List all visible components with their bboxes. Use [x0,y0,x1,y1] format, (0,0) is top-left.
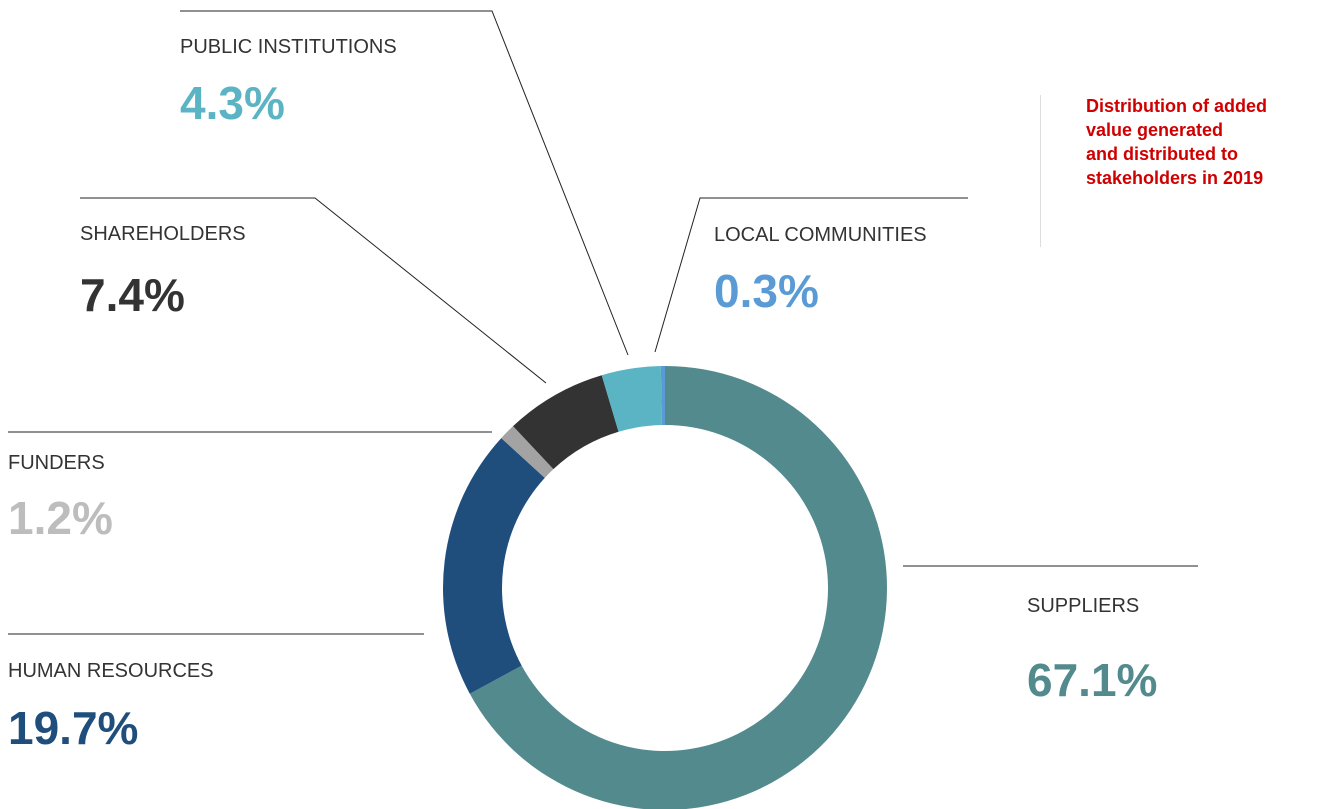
chart-title: Distribution of added value generated and … [1086,94,1267,190]
value-label: 4.3% [180,77,285,129]
category-label: SHAREHOLDERS [80,223,246,245]
title-line: value generated [1086,120,1224,140]
value-label: 19.7% [8,702,138,754]
divider [1040,95,1041,247]
category-label: FUNDERS [8,452,105,474]
value-label: 67.1% [1027,654,1157,706]
leader-line [654,197,968,353]
donut-segment [443,438,545,694]
title-line: stakeholders in 2019 [1086,168,1264,188]
donut-segment [660,366,665,426]
leader-lines [8,10,1198,635]
leader-line [180,10,629,356]
donut-segment [601,366,662,432]
title-line: Distribution of added [1086,96,1267,116]
donut-segment [513,375,619,470]
category-label: LOCAL COMMUNITIES [714,224,927,246]
value-label: 1.2% [8,492,113,544]
donut-segment [501,426,554,478]
category-label: PUBLIC INSTITUTIONS [180,36,397,58]
value-label: 0.3% [714,265,819,317]
category-label: HUMAN RESOURCES [8,660,214,682]
leader-line [80,197,547,384]
title-line: and distributed to [1086,144,1238,164]
category-label: SUPPLIERS [1027,595,1139,617]
value-label: 7.4% [80,269,185,321]
